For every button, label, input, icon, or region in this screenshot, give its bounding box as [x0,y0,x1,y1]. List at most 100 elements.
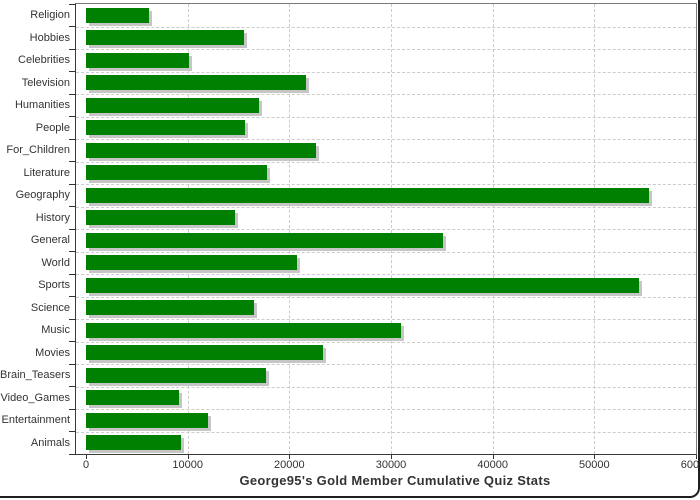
category-tick [69,206,76,207]
h-gridline [76,274,696,275]
h-gridline [76,184,696,185]
h-gridline [76,341,696,343]
category-tick [69,341,76,342]
bar-movies [86,345,323,361]
bar-literature [86,165,267,181]
category-label: Entertainment [1,414,70,426]
bar-religion [86,7,150,23]
plot-area [75,3,697,455]
category-label: For_Children [6,144,70,156]
category-tick [69,48,76,50]
category-label: Humanities [14,99,70,111]
category-label: Video_Games [0,391,70,404]
bar-history [86,210,236,226]
x-tick [187,455,189,459]
x-tick [391,455,392,459]
v-gridline [594,4,596,454]
category-label: Literature [23,166,70,179]
x-tick [492,455,494,459]
v-gridline [187,4,189,454]
category-label: Sports [38,279,70,291]
h-gridline [76,431,696,433]
category-label: Animals [30,436,70,449]
category-tick [69,386,76,387]
category-tick [69,138,76,140]
category-label: Movies [35,346,70,359]
x-tick-label: 10000 [172,459,203,471]
category-tick [69,363,76,365]
x-tick [86,455,87,459]
category-label: History [35,211,70,224]
category-label: Television [21,76,70,89]
bar-humanities [86,97,259,113]
bar-television [86,75,306,91]
category-tick [69,228,76,230]
category-label: Music [41,324,70,336]
category-tick [69,296,76,297]
category-label: Celebrities [18,54,70,66]
h-gridline [76,139,696,140]
category-label: World [41,256,70,269]
bar-sports [86,277,640,293]
x-tick-label: 20000 [274,459,305,471]
category-tick [69,71,76,72]
category-label: Geography [15,189,70,201]
category-label: Religion [30,9,70,21]
category-tick [69,431,76,432]
category-label: Hobbies [29,31,70,44]
category-label: People [35,121,70,134]
category-tick [69,251,76,252]
bar-hobbies [86,30,244,46]
category-tick [69,453,76,455]
bar-video_games [86,390,179,406]
bar-brain_teasers [86,367,266,383]
category-tick [69,408,76,410]
h-gridline [76,161,696,163]
x-tick-label: 30000 [375,459,407,471]
category-tick [69,3,76,5]
x-tick-label: 60000 [680,459,700,471]
h-gridline [76,364,696,365]
bar-geography [86,187,650,203]
category-label: Brain_Teasers [0,369,71,381]
h-gridline [76,229,696,230]
h-gridline [76,94,696,95]
h-gridline [76,319,696,320]
category-tick [69,116,76,117]
category-tick [69,93,76,95]
category-tick [69,161,76,162]
h-gridline [76,26,696,28]
bar-world [86,255,298,271]
category-tick [69,183,76,185]
v-gridline [391,4,392,454]
h-gridline [76,116,696,118]
x-tick-label: 50000 [579,459,610,471]
h-gridline [76,296,696,298]
bar-general [86,232,443,248]
v-gridline [492,4,494,454]
x-tick-label: 40000 [477,459,508,471]
x-tick [696,455,697,459]
x-tick [594,455,596,459]
x-tick [289,455,291,459]
h-gridline [76,386,696,388]
category-tick [69,318,76,320]
category-tick [69,26,76,27]
v-gridline [289,4,291,454]
category-label: Science [30,301,70,314]
bar-science [86,300,254,316]
bar-celebrities [86,52,189,68]
h-gridline [76,251,696,253]
x-tick-label: 0 [82,459,90,471]
h-gridline [76,71,696,73]
chart-title: George95's Gold Member Cumulative Quiz S… [239,473,551,488]
category-label: General [30,234,70,246]
bar-animals [86,435,181,451]
h-gridline [76,49,696,50]
h-gridline [76,409,696,410]
bar-for_children [86,142,316,158]
h-gridline [76,206,696,208]
bar-people [86,120,245,136]
bar-music [86,322,402,338]
